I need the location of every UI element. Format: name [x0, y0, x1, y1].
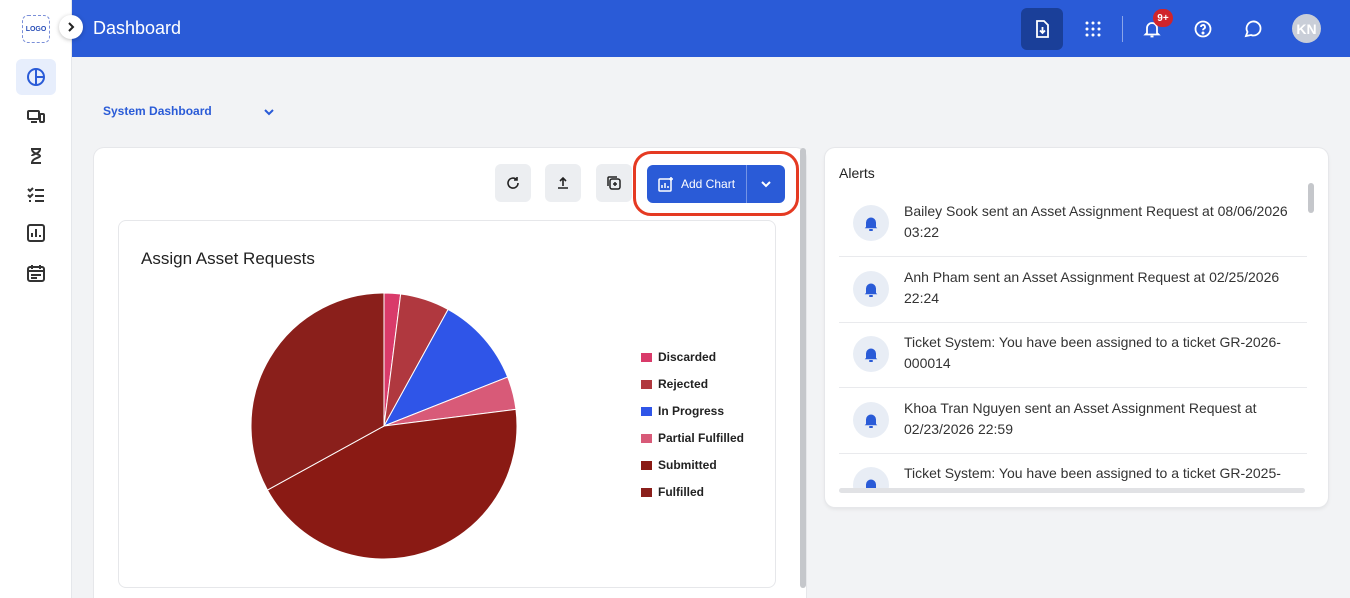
alert-item[interactable]: Khoa Tran Nguyen sent an Asset Assignmen…	[839, 388, 1307, 454]
sidebar-item-reports[interactable]	[16, 215, 56, 251]
devices-icon	[27, 110, 45, 123]
notification-badge: 9+	[1153, 9, 1173, 27]
bar-chart-icon	[27, 224, 45, 242]
add-chart-main-button[interactable]: Add Chart	[647, 165, 747, 203]
sidebar-item-calendar[interactable]	[16, 255, 56, 291]
legend-item[interactable]: Fulfilled	[641, 484, 704, 500]
alert-item[interactable]: Anh Pham sent an Asset Assignment Reques…	[839, 257, 1307, 323]
sidebar: LOGO	[0, 0, 72, 598]
legend-swatch	[641, 487, 652, 497]
chat-icon	[1244, 20, 1262, 38]
apps-grid-button[interactable]	[1072, 8, 1114, 50]
legend-label: Partial Fulfilled	[658, 431, 745, 445]
legend-item[interactable]: Discarded	[641, 349, 716, 365]
legend-label: In Progress	[658, 404, 725, 418]
alert-text: Ticket System: You have been assigned to…	[904, 334, 1281, 371]
legend-label: Submitted	[658, 458, 717, 472]
alerts-card: Alerts Bailey Sook sent an Asset Assignm…	[825, 148, 1328, 507]
alert-item[interactable]: Ticket System: You have been assigned to…	[839, 453, 1307, 489]
sidebar-item-hourglass[interactable]	[16, 138, 56, 174]
alerts-list: Bailey Sook sent an Asset Assignment Req…	[839, 191, 1307, 489]
chat-button[interactable]	[1232, 8, 1274, 50]
dashboard-select-value: System Dashboard	[103, 104, 212, 118]
legend-swatch	[641, 460, 652, 470]
bell-icon	[853, 401, 889, 438]
chevron-down-icon	[264, 109, 274, 116]
sidebar-item-dashboard[interactable]	[16, 59, 56, 95]
sidebar-collapse-button[interactable]	[59, 15, 83, 39]
legend-swatch	[641, 406, 652, 416]
legend-item[interactable]: Partial Fulfilled	[641, 430, 744, 446]
highlight-annotation	[633, 151, 799, 216]
bell-icon	[853, 467, 889, 489]
bell-icon	[853, 270, 889, 307]
legend-item[interactable]: Submitted	[641, 457, 717, 473]
legend-label: Rejected	[658, 377, 709, 391]
page-title: Dashboard	[93, 18, 182, 38]
help-button[interactable]	[1182, 8, 1224, 50]
chevron-right-icon	[68, 22, 75, 32]
alert-text: Anh Pham sent an Asset Assignment Reques…	[904, 268, 1280, 306]
upload-icon	[558, 176, 568, 189]
legend-item[interactable]: In Progress	[641, 403, 724, 419]
add-chart-label: Add Chart	[681, 177, 736, 191]
checklist-icon	[27, 187, 44, 202]
pie-chart	[250, 292, 518, 560]
user-avatar[interactable]: KN	[1292, 14, 1321, 43]
dashboard-select[interactable]: System Dashboard	[103, 104, 274, 118]
hourglass-icon	[31, 148, 42, 164]
legend-swatch	[641, 379, 652, 389]
grid-icon	[1085, 21, 1101, 37]
duplicate-icon	[607, 176, 621, 190]
help-icon	[1194, 20, 1212, 38]
calendar-icon	[27, 265, 45, 282]
chart-title: Assign Asset Requests	[141, 249, 315, 268]
dashboard-card: Add Chart Assign Asset Requests Discarde…	[94, 148, 806, 598]
download-button[interactable]	[1021, 8, 1063, 50]
download-file-icon	[1036, 20, 1049, 38]
app-logo: LOGO	[22, 15, 50, 43]
alert-item[interactable]: Ticket System: You have been assigned to…	[839, 322, 1307, 388]
alert-item[interactable]: Bailey Sook sent an Asset Assignment Req…	[839, 191, 1307, 257]
legend-item[interactable]: Rejected	[641, 376, 708, 392]
pie-chart-icon	[27, 68, 45, 86]
legend-swatch	[641, 352, 652, 362]
add-chart-icon	[658, 177, 673, 192]
alert-text: Khoa Tran Nguyen sent an Asset Assignmen…	[904, 399, 1257, 437]
add-chart-button[interactable]: Add Chart	[647, 165, 785, 203]
pie-slice-submitted[interactable]	[266, 408, 518, 560]
add-chart-dropdown-button[interactable]	[747, 178, 785, 190]
chevron-down-icon	[761, 181, 771, 188]
legend-label: Discarded	[658, 350, 717, 364]
sidebar-item-devices[interactable]	[16, 99, 56, 135]
refresh-icon	[507, 177, 519, 189]
alert-text: Ticket System: You have been assigned to…	[904, 465, 1281, 481]
bell-icon	[853, 205, 889, 241]
sidebar-item-tasks[interactable]	[16, 176, 56, 212]
legend-swatch	[641, 433, 652, 443]
legend-label: Fulfilled	[658, 485, 704, 499]
export-button[interactable]	[545, 164, 581, 202]
chart-card: Assign Asset Requests Discarded Rejected I…	[118, 220, 776, 588]
pie-slice-fulfilled[interactable]	[250, 292, 385, 491]
bell-icon	[853, 336, 889, 372]
pie-slice-in-progress[interactable]	[382, 308, 509, 427]
vertical-scrollbar[interactable]	[800, 148, 806, 588]
alert-text: Bailey Sook sent an Asset Assignment Req…	[904, 203, 1288, 240]
alerts-scrollbar[interactable]	[1308, 183, 1314, 213]
alerts-horizontal-scrollbar[interactable]	[839, 488, 1305, 493]
alerts-title: Alerts	[839, 165, 875, 181]
top-header: Dashboard 9+ KN	[72, 0, 1350, 57]
header-divider	[1122, 16, 1123, 42]
refresh-button[interactable]	[495, 164, 531, 202]
duplicate-button[interactable]	[596, 164, 632, 202]
